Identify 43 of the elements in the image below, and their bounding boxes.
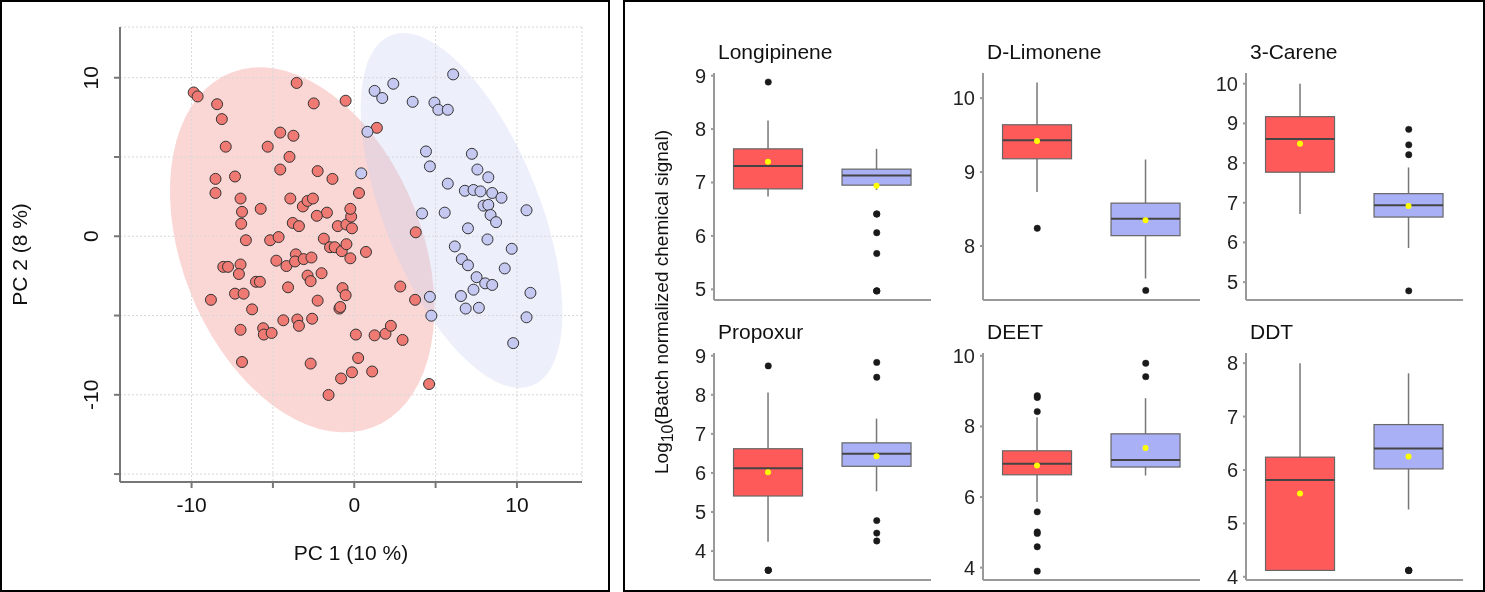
x-tick-label: 10 <box>505 493 529 516</box>
y-tick-label: 5 <box>1226 512 1238 535</box>
y-tick-label: 8 <box>1226 352 1238 375</box>
x-tick-label: 0 <box>348 493 361 516</box>
y-tick-label: -10 <box>79 379 102 410</box>
y-tick-label: 8 <box>1226 152 1238 175</box>
chart-title: 3-Carene <box>1250 40 1338 64</box>
y-tick-label: 9 <box>963 161 975 184</box>
y-tick-label: 7 <box>694 171 706 194</box>
y-tick-label: 10 <box>952 344 975 367</box>
y-tick-label: 10 <box>79 66 102 90</box>
y-tick-label: 6 <box>1226 458 1238 481</box>
y-tick-label: 8 <box>963 415 975 438</box>
chart-title: Propoxur <box>718 320 804 344</box>
y-tick-label: 10 <box>1215 72 1238 95</box>
y-tick-label: 9 <box>694 344 706 367</box>
y-tick-label: 4 <box>963 556 975 579</box>
y-tick-label: 6 <box>963 486 975 509</box>
chart-title: DDT <box>1250 320 1294 344</box>
chart-title: DEET <box>987 320 1044 344</box>
y-tick-label: 0 <box>79 230 102 243</box>
y-tick-label: 8 <box>963 235 975 258</box>
chart-title: D-Limonene <box>987 40 1102 64</box>
y-tick-label: 6 <box>694 224 706 247</box>
y-tick-label: 6 <box>1226 231 1238 254</box>
y-tick-label: 7 <box>1226 405 1238 428</box>
x-axis-title: PC 1 (10 %) <box>293 541 409 564</box>
y-tick-label: 6 <box>694 461 706 484</box>
y-tick-label: 8 <box>694 383 706 406</box>
chart-title: Longipinene <box>718 40 833 64</box>
y-tick-label: 4 <box>1226 565 1238 588</box>
y-axis-title: PC 2 (8 %) <box>8 203 32 306</box>
y-tick-label: 5 <box>694 501 706 524</box>
y-tick-label: 10 <box>952 87 975 110</box>
y-tick-label: 5 <box>1226 271 1238 294</box>
y-tick-label: 5 <box>694 278 706 301</box>
y-tick-label: 9 <box>1226 112 1238 135</box>
x-tick-label: -10 <box>176 493 207 516</box>
y-tick-label: 9 <box>694 64 706 87</box>
y-tick-label: 8 <box>694 118 706 141</box>
y-tick-label: 4 <box>694 540 706 563</box>
y-tick-label: 7 <box>694 422 706 445</box>
y-tick-label: 7 <box>1226 191 1238 214</box>
